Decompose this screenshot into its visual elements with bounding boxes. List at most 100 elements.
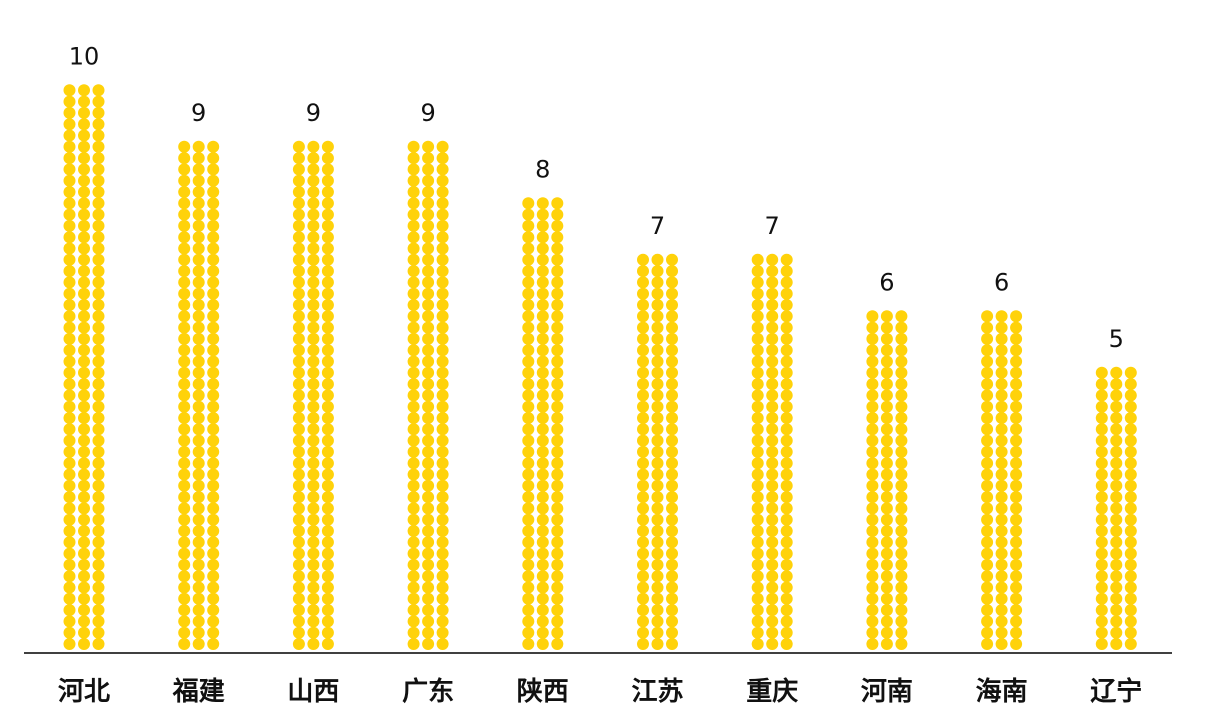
bar-dot <box>436 332 449 345</box>
bar-dot <box>536 412 549 424</box>
bar-dot <box>292 219 305 232</box>
bar-dot <box>422 445 435 458</box>
bar-dot <box>192 468 205 481</box>
bar-dot <box>178 423 191 436</box>
bar-dot <box>307 378 320 391</box>
bar-dot <box>895 468 908 481</box>
bar-dot <box>407 457 420 470</box>
bar-dot <box>192 163 205 176</box>
bar-dot <box>766 253 779 266</box>
bar-dot <box>321 468 334 481</box>
bar-dot <box>766 434 779 447</box>
bar-dot <box>866 412 879 424</box>
bar-dot <box>78 479 90 492</box>
bar-dot <box>422 378 435 391</box>
bar-dot <box>895 615 908 628</box>
bar-dot <box>321 242 334 255</box>
bar-dot <box>92 287 105 300</box>
bar-dot <box>751 389 764 402</box>
bar-dot <box>178 265 191 278</box>
bar-dot <box>536 513 549 526</box>
bar-dot <box>866 321 879 334</box>
bar-dot <box>551 253 564 266</box>
bar-dot <box>63 626 76 639</box>
bar-dot <box>207 174 220 187</box>
bar-dot <box>292 626 305 639</box>
bar-dot <box>995 445 1008 458</box>
bar-dot <box>995 615 1008 628</box>
bar-dot <box>651 310 664 323</box>
bar-dot <box>995 502 1008 515</box>
bar-dot <box>651 479 664 492</box>
bar-dot <box>780 355 793 368</box>
category-label: 河北 <box>58 677 110 707</box>
bar-dot <box>321 581 334 594</box>
bar-dot <box>981 332 994 345</box>
bar-dot <box>178 163 191 176</box>
bar-dot <box>207 445 220 458</box>
bar-dot <box>207 219 220 232</box>
bar-dot <box>436 197 449 210</box>
bar-dot <box>666 626 678 639</box>
bar-dot <box>1110 366 1123 379</box>
bar-dot <box>880 378 893 391</box>
bar-dot <box>192 265 205 278</box>
bar-dot <box>666 265 678 278</box>
bar-dot <box>766 423 779 436</box>
bar-dot <box>895 445 908 458</box>
bar-dot <box>637 332 649 345</box>
bar-dot <box>92 332 105 345</box>
bar-dot <box>522 457 535 470</box>
bar-dot <box>321 174 334 187</box>
bar-dot <box>651 389 664 402</box>
bar-dot <box>1095 604 1108 617</box>
bar-dot <box>92 434 105 447</box>
bar-dot <box>78 140 90 153</box>
bar-dot <box>666 310 678 323</box>
bar-dot <box>207 242 220 255</box>
bar-dot <box>637 366 649 379</box>
bar-dot <box>207 253 220 266</box>
bar-dot <box>522 570 535 583</box>
bar-dot <box>436 344 449 357</box>
bar-dot <box>766 547 779 560</box>
bar-dot <box>766 389 779 402</box>
bar-dot <box>292 242 305 255</box>
bar-dot <box>436 547 449 560</box>
bar-dot <box>192 186 205 198</box>
bar-dot <box>63 604 76 617</box>
bar-dot <box>63 570 76 583</box>
bar-dot <box>1095 513 1108 526</box>
bar-dot <box>1010 434 1023 447</box>
bar-dot <box>78 423 90 436</box>
bar-dot <box>436 400 449 413</box>
bar-dot <box>422 321 435 334</box>
bar-dot <box>666 434 678 447</box>
bar-dot <box>192 457 205 470</box>
bar-dot <box>866 400 879 413</box>
bar-dot <box>407 615 420 628</box>
bar-辽宁 <box>1095 366 1137 650</box>
bar-dot <box>780 299 793 311</box>
bar-dot <box>651 581 664 594</box>
bar-dot <box>651 525 664 537</box>
bar-dot <box>78 626 90 639</box>
bar-dot <box>436 525 449 537</box>
bar-dot <box>1110 434 1123 447</box>
bar-dot <box>880 536 893 549</box>
bar-dot <box>63 615 76 628</box>
data-label: 7 <box>765 212 780 240</box>
bar-dot <box>551 242 564 255</box>
bar-dot <box>551 197 564 210</box>
bar-dot <box>866 366 879 379</box>
bar-dot <box>436 604 449 617</box>
bar-dot <box>1095 615 1108 628</box>
bar-dot <box>292 310 305 323</box>
bar-dot <box>766 378 779 391</box>
bar-dot <box>407 479 420 492</box>
bar-dot <box>1010 310 1023 323</box>
bar-dot <box>63 558 76 571</box>
bar-dot <box>780 253 793 266</box>
bar-dot <box>536 547 549 560</box>
bar-dot <box>422 299 435 311</box>
